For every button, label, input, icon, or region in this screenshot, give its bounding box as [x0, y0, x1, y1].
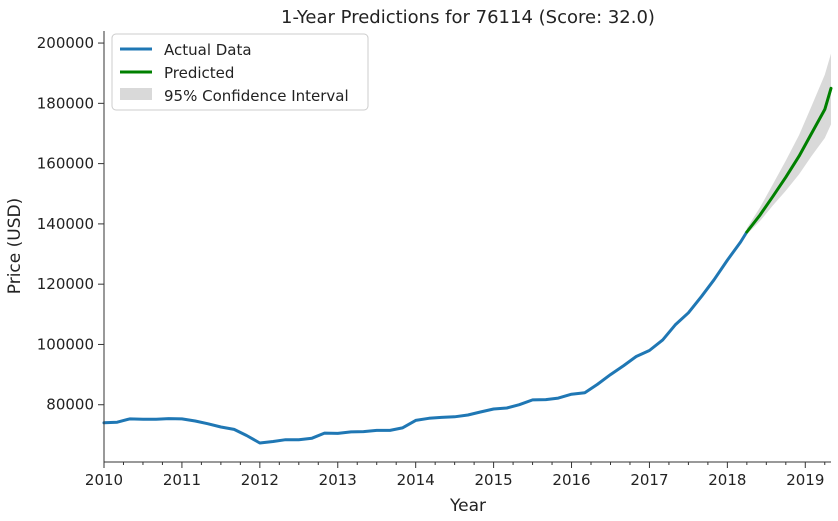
x-tick-label: 2014 — [397, 471, 435, 489]
legend-label-predicted: Predicted — [164, 64, 234, 82]
legend: Actual Data Predicted 95% Confidence Int… — [111, 33, 369, 111]
legend-swatch-confidence-interval — [120, 88, 152, 100]
series-line-predicted — [745, 86, 833, 234]
x-tick-label: 2012 — [241, 471, 279, 489]
legend-label-confidence-interval: 95% Confidence Interval — [164, 87, 349, 105]
series-layer — [102, 86, 833, 445]
x-tick-label: 2015 — [475, 471, 513, 489]
y-tick-label: 80000 — [46, 396, 94, 414]
confidence-interval-layer — [746, 53, 831, 235]
x-tick-label: 2011 — [163, 471, 201, 489]
y-tick-label: 160000 — [37, 155, 94, 173]
y-axis-label: Price (USD) — [5, 198, 25, 294]
confidence-interval-band — [746, 53, 831, 235]
x-tick-label: 2019 — [786, 471, 824, 489]
y-tick-label: 120000 — [37, 275, 94, 293]
y-tick-label: 180000 — [37, 94, 94, 112]
y-tick-label: 140000 — [37, 215, 94, 233]
x-tick-label: 2010 — [85, 471, 123, 489]
series-line-actual — [102, 230, 749, 445]
x-tick-label: 2018 — [708, 471, 746, 489]
legend-frame — [111, 33, 369, 111]
x-tick-label: 2013 — [319, 471, 357, 489]
legend-label-actual: Actual Data — [164, 41, 252, 59]
axes-layer: 2010 2011 2012 2013 2014 2015 2016 2017 2018 2019… — [37, 31, 831, 489]
x-axis-label: Year — [449, 496, 486, 516]
chart-title: 1-Year Predictions for 76114 (Score: 32.… — [281, 7, 655, 28]
x-tick-label: 2016 — [552, 471, 590, 489]
x-tick-label: 2017 — [630, 471, 668, 489]
y-tick-label: 100000 — [37, 335, 94, 353]
y-tick-label: 200000 — [37, 34, 94, 52]
